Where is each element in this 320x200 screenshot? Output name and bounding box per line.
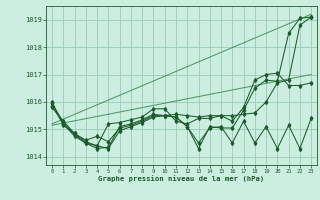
X-axis label: Graphe pression niveau de la mer (hPa): Graphe pression niveau de la mer (hPa)	[99, 176, 265, 182]
